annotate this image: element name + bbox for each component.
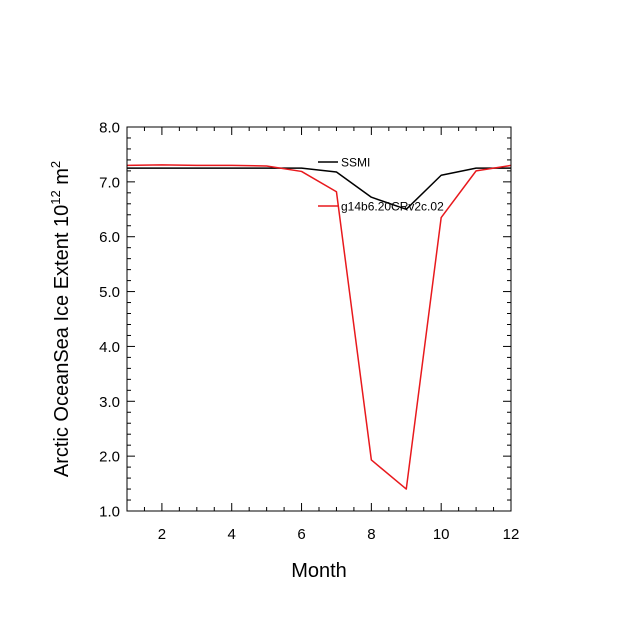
series-layer (126, 164, 512, 490)
y-axis-label-prefix: Arctic OceanSea Ice Extent 10 (51, 205, 73, 477)
y-tick-label: 8.0 (99, 120, 120, 137)
x-tick-label: 6 (297, 526, 305, 543)
series-line-1 (127, 167, 511, 211)
series-line-2 (126, 164, 512, 490)
x-tick-label: 10 (433, 526, 450, 543)
y-tick-label: 6.0 (99, 229, 120, 246)
x-tick-label: 2 (158, 526, 166, 543)
y-axis-label: Arctic OceanSea Ice Extent 1012 m2 (48, 161, 73, 477)
x-tick-label: 8 (367, 526, 375, 543)
y-tick-label: 1.0 (99, 504, 120, 521)
y-axis-label-unit-exponent: 2 (48, 161, 63, 168)
y-axis-label-exponent: 12 (48, 190, 63, 204)
y-axis-label-unit: m (51, 168, 73, 190)
legend-label-2: g14b6.20CRv2c.02 (341, 200, 444, 214)
plot-frame (126, 126, 512, 512)
y-tick-label: 7.0 (99, 174, 120, 191)
y-tick-label: 4.0 (99, 339, 120, 356)
x-axis-label: Month (291, 560, 347, 582)
legend: SSMI g14b6.20CRv2c.02 (318, 156, 444, 214)
ticks-layer: 2 4 6 8 10 12 1.0 2.0 3.0 4.0 5.0 6.0 7.0 8.0 (99, 120, 519, 544)
x-tick-label: 12 (503, 526, 520, 543)
y-tick-label: 3.0 (99, 394, 120, 411)
y-tick-label: 5.0 (99, 284, 120, 301)
y-tick-label: 2.0 (99, 449, 120, 466)
legend-label-1: SSMI (341, 156, 370, 170)
x-tick-label: 4 (228, 526, 236, 543)
